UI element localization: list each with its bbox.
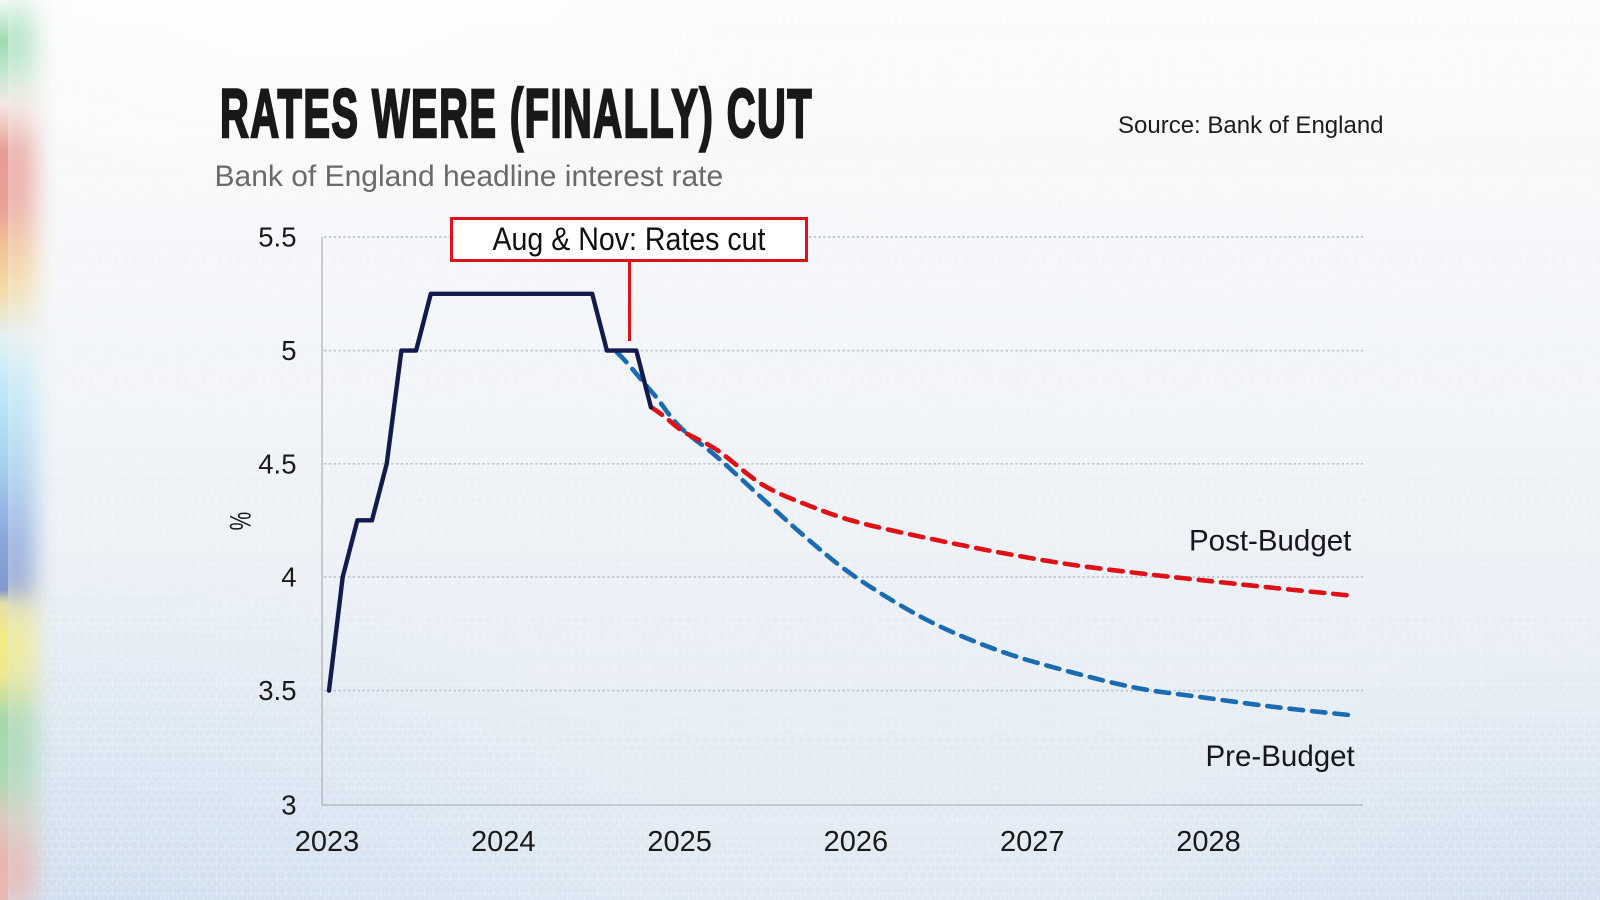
svg-text:%: % [225, 512, 257, 531]
svg-text:4: 4 [281, 562, 296, 593]
svg-text:2028: 2028 [1176, 826, 1241, 858]
svg-text:5: 5 [281, 335, 296, 366]
svg-text:2027: 2027 [1000, 826, 1065, 858]
svg-text:Pre-Budget: Pre-Budget [1206, 740, 1355, 773]
svg-text:2025: 2025 [647, 826, 712, 858]
svg-text:2026: 2026 [824, 826, 889, 858]
svg-text:3.5: 3.5 [258, 675, 296, 706]
svg-text:4.5: 4.5 [258, 448, 296, 479]
svg-text:2024: 2024 [471, 826, 536, 858]
svg-text:2023: 2023 [295, 826, 360, 858]
svg-text:5.5: 5.5 [258, 222, 296, 253]
svg-text:Post-Budget: Post-Budget [1189, 524, 1351, 557]
svg-text:3: 3 [281, 789, 296, 820]
